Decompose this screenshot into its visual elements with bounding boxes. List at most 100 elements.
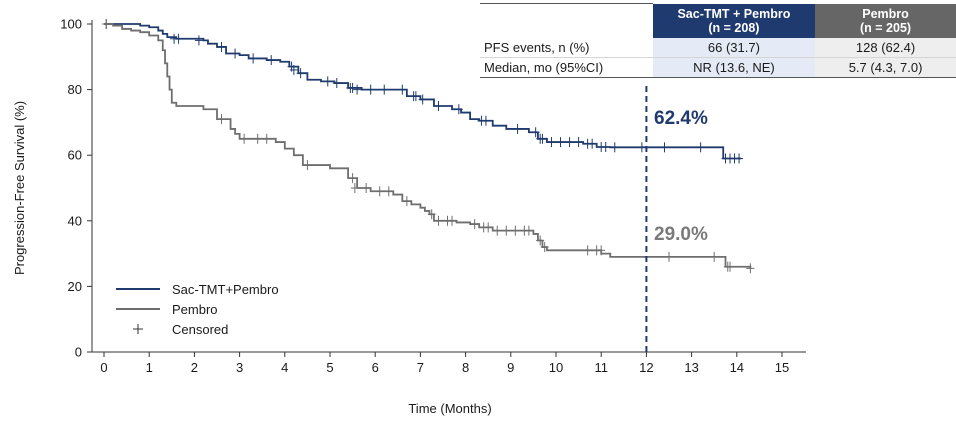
censor-mark (448, 215, 457, 226)
censor-mark (332, 78, 341, 89)
censor-mark (513, 123, 522, 134)
censor-mark (375, 186, 384, 197)
censor-mark (574, 137, 583, 148)
censor-mark (262, 133, 271, 144)
censor-mark (493, 225, 502, 236)
header-sac-tmt-n: (n = 208) (708, 20, 760, 35)
x-tick-label: 4 (281, 360, 288, 375)
censor-mark (454, 104, 463, 115)
table-header-blank (480, 3, 653, 38)
y-axis-label: Progression-Free Survival (%) (12, 101, 27, 275)
censor-mark (511, 225, 520, 236)
censor-mark (531, 127, 540, 138)
cell-sac-median: NR (13.6, NE) (652, 57, 816, 78)
censor-mark (102, 19, 111, 29)
summary-table: Sac-TMT + Pembro (n = 208) Pembro (n = 2… (480, 3, 956, 78)
x-axis-ticks: 0 1 2 3 4 5 6 7 8 9 10 11 12 13 14 15 (100, 352, 789, 375)
censor-mark (348, 82, 357, 93)
censor-mark (217, 114, 226, 125)
censor-mark (296, 68, 305, 79)
table-row: PFS events, n (%) 66 (31.7) 128 (62.4) (480, 38, 956, 58)
censor-mark (249, 53, 258, 64)
censor-mark (323, 76, 332, 87)
header-sac-tmt-name: Sac-TMT + Pembro (677, 6, 791, 21)
row-label-pfs-events: PFS events, n (%) (480, 38, 653, 58)
censor-mark (267, 55, 276, 66)
censor-mark (524, 225, 533, 236)
header-pembro-name: Pembro (862, 6, 909, 21)
censor-mark (484, 222, 493, 233)
header-pembro-n: (n = 205) (860, 20, 912, 35)
x-tick-label: 11 (594, 360, 608, 375)
censor-mark (746, 263, 755, 274)
censor-mark (253, 133, 262, 144)
censor-mark (194, 35, 203, 46)
censor-mark (174, 33, 183, 44)
censor-mark (303, 160, 312, 171)
x-tick-label: 2 (191, 360, 198, 375)
cell-sac-pfs-events: 66 (31.7) (652, 38, 816, 58)
y-tick-label: 100 (60, 17, 82, 32)
censor-mark (348, 173, 357, 184)
curve-pembro (104, 23, 752, 269)
censor-mark (481, 115, 490, 126)
table-header-row: Sac-TMT + Pembro (n = 208) Pembro (n = 2… (480, 3, 956, 38)
row-label-median: Median, mo (95%CI) (480, 57, 653, 78)
x-tick-label: 0 (100, 360, 107, 375)
censor-mark (350, 183, 359, 193)
censor-mark (470, 219, 479, 230)
censor-mark (380, 84, 389, 95)
censor-mark (540, 242, 549, 253)
censor-mark (556, 137, 565, 148)
censor-mark (240, 133, 249, 144)
cell-pembro-pfs-events: 128 (62.4) (815, 38, 956, 58)
censor-mark (660, 142, 669, 153)
legend-label-censored: Censored (172, 322, 228, 337)
x-tick-label: 5 (326, 360, 333, 375)
censor-mark (597, 245, 606, 256)
table-header-sac-tmt: Sac-TMT + Pembro (n = 208) (652, 3, 816, 38)
table-row: Median, mo (95%CI) NR (13.6, NE) 5.7 (4.… (480, 57, 956, 78)
censor-mark (735, 153, 744, 164)
cell-pembro-median: 5.7 (4.3, 7.0) (815, 57, 956, 78)
censor-mark (434, 101, 443, 111)
x-tick-label: 15 (775, 360, 789, 375)
censor-mark (637, 142, 646, 153)
censor-mark (427, 209, 436, 220)
censor-mark (536, 235, 545, 246)
censor-mark (696, 142, 705, 153)
censor-mark (565, 137, 574, 148)
censor-mark (588, 138, 597, 149)
censor-mark (411, 91, 420, 102)
censor-mark (384, 186, 393, 197)
x-tick-label: 12 (639, 360, 653, 375)
x-axis-label: Time (Months) (408, 401, 491, 416)
censor-mark (353, 84, 362, 95)
axes (91, 20, 806, 353)
x-tick-label: 6 (372, 360, 379, 375)
x-tick-label: 8 (462, 360, 469, 375)
annotation-sac-tmt: 62.4% (654, 108, 708, 129)
x-tick-label: 13 (684, 360, 698, 375)
censor-mark (583, 245, 592, 256)
censor-mark (610, 142, 619, 153)
censor-mark (418, 94, 427, 105)
x-tick-label: 7 (417, 360, 424, 375)
annotation-pembro: 29.0% (654, 224, 708, 245)
x-tick-label: 3 (236, 360, 243, 375)
censor-marks (102, 19, 755, 274)
legend-label-pembro: Pembro (172, 302, 218, 317)
censor-mark (362, 183, 371, 193)
censor-mark (665, 251, 673, 262)
x-tick-label: 1 (146, 360, 153, 375)
censor-mark (601, 142, 610, 152)
y-tick-label: 20 (68, 279, 82, 294)
censor-mark (231, 48, 240, 59)
y-axis-ticks: 0 20 40 60 80 100 (60, 17, 92, 360)
censor-mark (710, 251, 719, 262)
y-tick-label: 80 (68, 82, 82, 97)
censor-mark (398, 84, 407, 95)
x-tick-label: 10 (549, 360, 563, 375)
legend: Sac-TMT+Pembro Pembro Censored (116, 282, 279, 337)
